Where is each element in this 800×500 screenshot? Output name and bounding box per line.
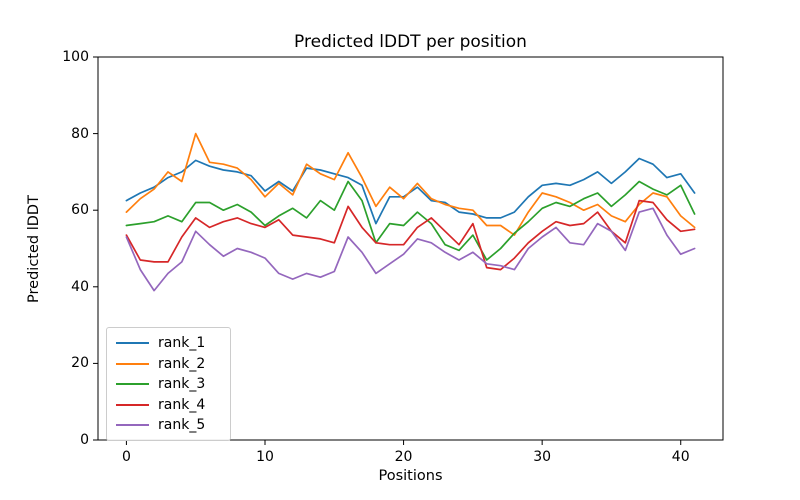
legend-item-rank_5: rank_5 (107, 415, 230, 436)
line-rank_5 (125, 207, 696, 292)
legend-line-sample-icon (116, 362, 149, 365)
y-tick-label: 80 (71, 125, 89, 142)
y-tick-label: 20 (71, 355, 89, 372)
legend: rank_1 rank_2 rank_3 rank_4 rank_5 (106, 327, 231, 441)
x-tick-label: 20 (394, 449, 413, 465)
legend-line-sample-icon (116, 403, 149, 406)
legend-item-rank_2: rank_2 (107, 354, 230, 375)
y-tick-label: 100 (62, 49, 89, 65)
legend-line-sample-icon (116, 424, 149, 427)
legend-label: rank_2 (158, 355, 206, 372)
legend-item-rank_4: rank_4 (107, 395, 230, 416)
legend-label: rank_4 (158, 396, 206, 413)
legend-item-rank_3: rank_3 (107, 374, 230, 395)
chart-title: Predicted lDDT per position (294, 32, 527, 52)
y-tick-label: 0 (80, 432, 89, 448)
x-axis-label: Positions (378, 468, 443, 484)
y-tick-label: 60 (71, 202, 89, 219)
line-rank_4 (125, 199, 696, 271)
y-tick-label: 40 (71, 278, 89, 295)
legend-label: rank_3 (158, 376, 206, 393)
x-tick-label: 30 (533, 449, 552, 465)
legend-label: rank_5 (158, 417, 206, 434)
x-tick-label: 0 (121, 449, 131, 465)
legend-line-sample-icon (116, 342, 149, 345)
line-rank_2 (125, 132, 696, 236)
axes-frame (97, 56, 724, 441)
legend-item-rank_1: rank_1 (107, 333, 230, 354)
x-tick-label: 10 (256, 449, 274, 465)
line-rank_3 (125, 180, 696, 261)
x-tick-label: 40 (671, 449, 690, 465)
legend-label: rank_1 (158, 335, 206, 352)
legend-line-sample-icon (116, 383, 149, 386)
y-axis-label: Predicted lDDT (26, 195, 42, 303)
